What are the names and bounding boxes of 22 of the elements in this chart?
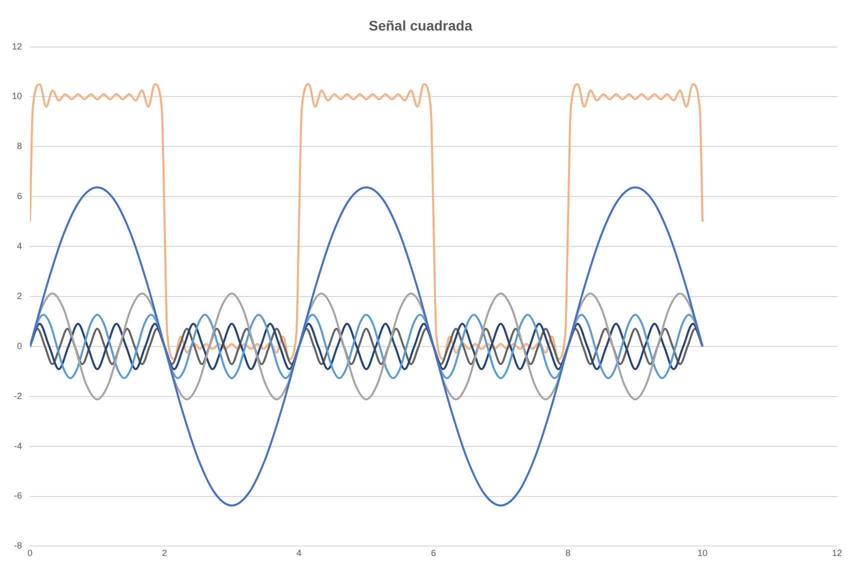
x-tick-label: 10 <box>697 548 708 558</box>
y-tick-label: 6 <box>16 191 22 202</box>
x-tick-label: 4 <box>296 548 302 558</box>
line-series <box>30 186 704 506</box>
y-tick-label: 2 <box>16 290 22 301</box>
y-tick-label: 8 <box>16 141 22 152</box>
x-tick-label: 12 <box>832 548 842 558</box>
chart-title: Señal cuadrada <box>368 17 472 34</box>
y-tick-label: 12 <box>12 41 22 52</box>
y-tick-label: -4 <box>14 440 22 451</box>
y-tick-label: -2 <box>14 390 22 401</box>
y-tick-label: 10 <box>12 91 22 102</box>
line-series <box>30 292 704 400</box>
y-tick-label: -6 <box>14 490 22 501</box>
x-tick-label: 0 <box>28 548 33 558</box>
x-tick-label: 2 <box>162 548 168 558</box>
line-series <box>30 83 704 360</box>
x-tick-label: 8 <box>565 548 571 558</box>
x-tick-label: 6 <box>431 548 436 558</box>
y-tick-label: 0 <box>16 340 22 351</box>
y-tick-label: 4 <box>16 241 22 252</box>
y-tick-label: -8 <box>14 540 22 551</box>
